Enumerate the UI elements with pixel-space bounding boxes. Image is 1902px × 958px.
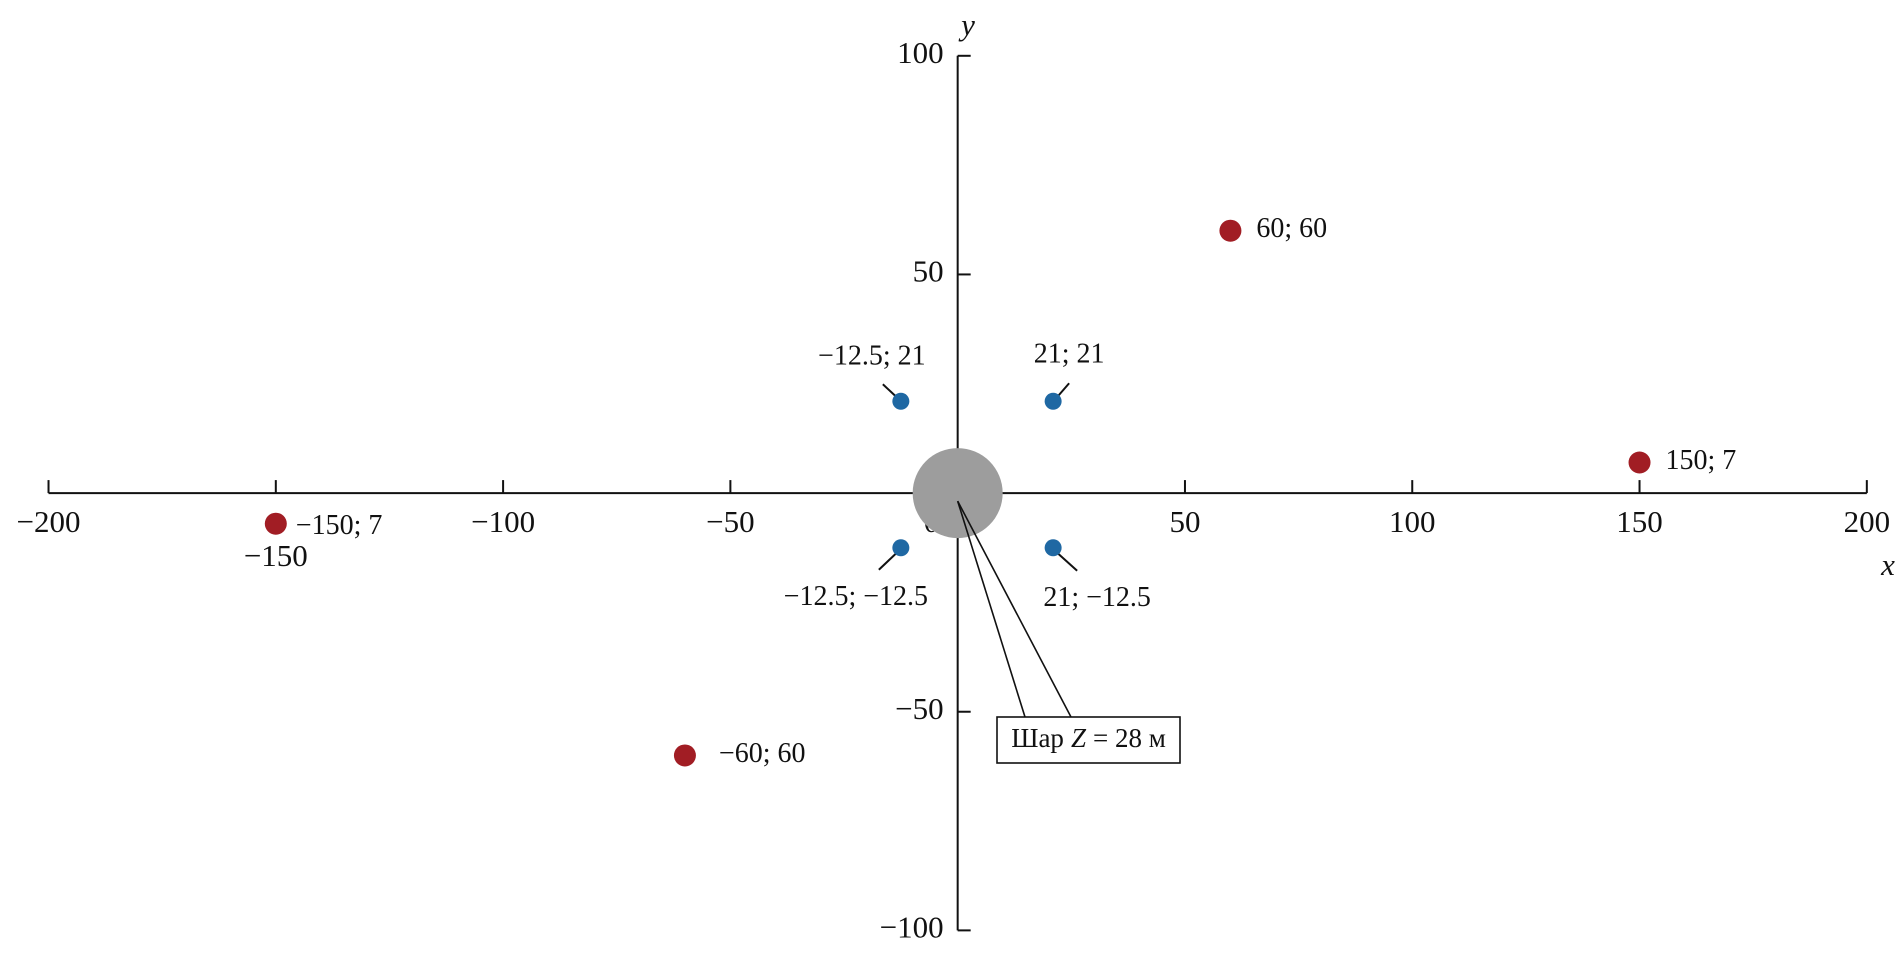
label-leader <box>1056 552 1078 572</box>
sphere <box>912 448 1003 539</box>
annotation: Шар Z = 28 м <box>1011 723 1166 753</box>
annotation-part: Шар <box>1011 723 1064 753</box>
point <box>1044 392 1062 410</box>
point <box>892 539 910 557</box>
y-axis-label: y <box>958 7 975 42</box>
x-tick-label: 150 <box>1616 504 1663 539</box>
point <box>264 512 287 535</box>
point-label: 21; −12.5 <box>1043 582 1151 613</box>
x-tick-label: −50 <box>706 504 754 539</box>
point-label: −150; 7 <box>296 510 383 541</box>
annotation-leader <box>956 500 1026 718</box>
point-label: 60; 60 <box>1256 213 1327 244</box>
x-tick-label: 200 <box>1844 504 1891 539</box>
x-tick-label: −100 <box>471 504 535 539</box>
annotation-part: = 28 м <box>1093 723 1166 753</box>
point-label: 21; 21 <box>1034 339 1105 370</box>
point <box>892 392 910 410</box>
y-tick-label: −100 <box>880 909 944 944</box>
point <box>673 744 696 767</box>
annotation-part: Z <box>1071 723 1087 753</box>
y-tick-label: 100 <box>897 35 944 70</box>
label-leader <box>878 551 899 571</box>
point-label: 150; 7 <box>1666 445 1737 476</box>
point-label: −12.5; 21 <box>818 341 926 372</box>
point <box>1219 219 1242 242</box>
x-tick-label: −200 <box>17 504 81 539</box>
point <box>1628 451 1651 474</box>
point-label: −12.5; −12.5 <box>784 581 928 612</box>
point-label: −60; 60 <box>719 738 806 769</box>
y-tick-label: 50 <box>913 254 944 289</box>
x-tick-label: −150 <box>244 538 308 573</box>
x-axis-label: x <box>1880 547 1895 582</box>
x-tick-label: 100 <box>1389 504 1436 539</box>
annotation-leader <box>956 500 1072 718</box>
y-tick-label: −50 <box>895 691 943 726</box>
x-tick-label: 50 <box>1169 504 1200 539</box>
annotation-box <box>996 716 1181 764</box>
point <box>1044 539 1062 557</box>
